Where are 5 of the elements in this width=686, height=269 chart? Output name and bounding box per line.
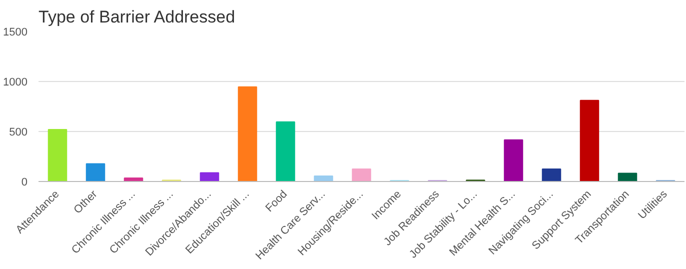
y-tick-label: 1500 [3,26,28,38]
y-tick-label: 1000 [3,76,28,88]
y-tick-label: 500 [9,126,28,138]
chart-title: Type of Barrier Addressed [38,8,236,26]
y-tick-label: 0 [21,176,28,188]
